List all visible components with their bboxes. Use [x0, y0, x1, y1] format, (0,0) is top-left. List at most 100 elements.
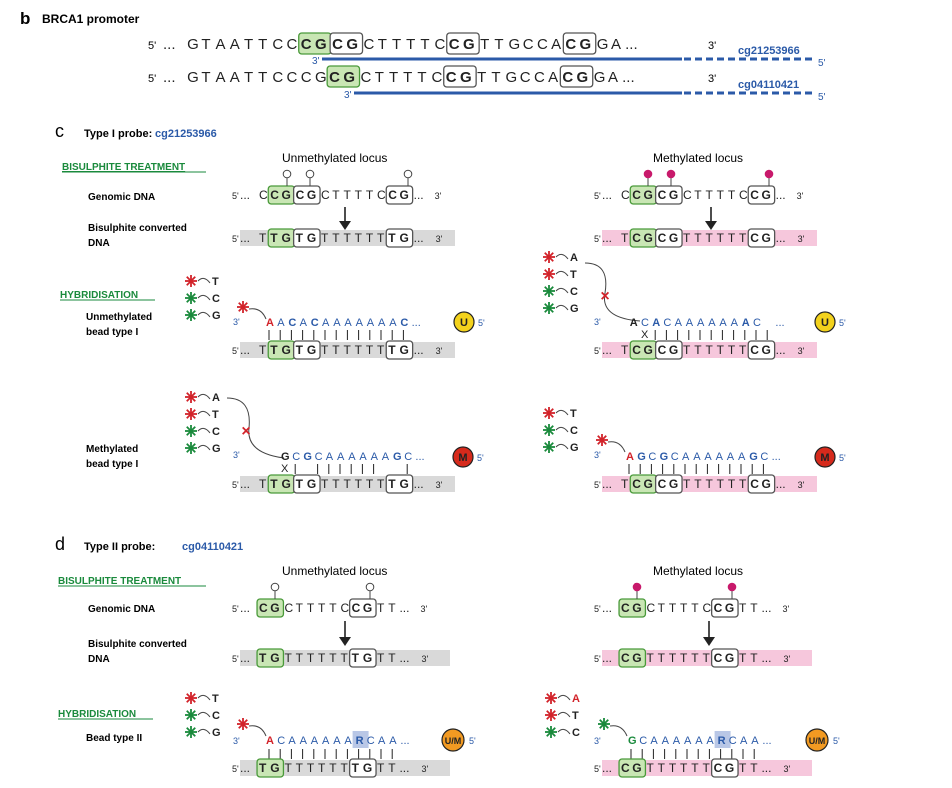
nucleotide: A	[551, 36, 561, 53]
asterisk-stroke	[544, 442, 554, 452]
probe-nucleotide: A	[300, 735, 308, 747]
cg-site-box	[562, 32, 597, 55]
nucleotide: T	[750, 651, 758, 665]
panel-c-diagram: 5'... C C G C G C T T T T C C G... 3' 5'... C C G C G C T T T T C C…	[185, 169, 846, 494]
dye-nucleotide: A	[572, 693, 580, 705]
nucleotide: T	[307, 651, 315, 665]
cg-nucleotide: C	[446, 69, 457, 86]
cg-site-box	[385, 340, 414, 360]
row1-5prime: 5'	[148, 40, 156, 52]
panel-d-probe-id: cg04110421	[182, 541, 243, 553]
cg-site-box-green	[256, 598, 285, 618]
probe-nucleotide: C	[292, 451, 300, 463]
probe-nucleotide: C	[404, 451, 412, 463]
nucleotide: G	[509, 36, 521, 53]
nucleotide: T	[321, 343, 329, 357]
prime-label: 5'	[594, 191, 601, 201]
nucleotide: T	[340, 761, 348, 775]
nucleotide: G	[597, 36, 609, 53]
asterisk-stroke	[544, 286, 554, 296]
nucleotide: G	[187, 69, 199, 86]
nucleotide: T	[343, 477, 351, 491]
asterisk-stroke	[186, 443, 196, 453]
row1-probe-3prime: 3'	[312, 56, 320, 67]
nucleotide: T	[307, 761, 315, 775]
nucleotide: T	[259, 477, 267, 491]
nucleotide: T	[244, 36, 253, 53]
nucleotide: T	[694, 188, 702, 202]
nucleotide: T	[355, 343, 363, 357]
prime-label: 5'	[594, 234, 601, 244]
dye-linker	[197, 427, 211, 434]
fluorescent-label-icon	[598, 718, 610, 730]
ellipsis: ...	[625, 36, 638, 53]
row1-probe-id: cg21253966	[738, 45, 800, 57]
nucleotide: T	[669, 601, 677, 615]
nucleotide: T	[366, 477, 374, 491]
bead-label: U/M	[445, 736, 462, 746]
ellipsis: ...	[602, 601, 612, 615]
dye-linker	[555, 426, 569, 433]
probe-nucleotide: A	[650, 735, 658, 747]
cg-nucleotide: T	[296, 231, 304, 245]
prime-label: 3'	[233, 317, 240, 327]
asterisk-stroke	[186, 710, 196, 720]
dye-nucleotide: A	[570, 252, 578, 264]
cg-nucleotide: G	[363, 601, 372, 615]
prime-label: 3'	[420, 604, 427, 614]
cg-nucleotide: C	[301, 36, 312, 53]
nucleotide: T	[691, 601, 699, 615]
nucleotide: T	[332, 188, 340, 202]
probe-nucleotide: C	[639, 735, 647, 747]
probe-nucleotide: C	[663, 317, 671, 329]
asterisk-stroke	[186, 693, 196, 703]
dye-linker	[555, 443, 569, 450]
probe-nucleotide: C	[400, 317, 408, 329]
prime-label: 3'	[798, 346, 805, 356]
cg-nucleotide: C	[562, 69, 573, 86]
nucleotide: T	[296, 651, 304, 665]
ellipsis: ...	[772, 451, 781, 463]
nucleotide: C	[361, 69, 372, 86]
probe-nucleotide: C	[288, 317, 296, 329]
bead-label: U	[460, 317, 468, 329]
cg-nucleotide: C	[632, 343, 641, 357]
probe-nucleotide: G	[281, 451, 290, 463]
cg-nucleotide: C	[658, 231, 667, 245]
cg-site-box	[654, 185, 683, 205]
prime-label: 5'	[232, 764, 239, 774]
nucleotide: T	[366, 343, 374, 357]
cg-nucleotide: G	[725, 761, 734, 775]
cg-site-box	[385, 474, 414, 494]
cg-site-box	[443, 65, 477, 88]
nucleotide: C	[621, 188, 630, 202]
nucleotide: T	[318, 601, 326, 615]
degenerate-base-box	[352, 731, 369, 748]
nucleotide: G	[315, 69, 327, 86]
nucleotide: T	[321, 477, 329, 491]
nucleotide: T	[658, 651, 666, 665]
probe-nucleotide: C	[648, 451, 656, 463]
probe-nucleotide: A	[389, 735, 397, 747]
asterisk-stroke	[544, 408, 554, 418]
ellipsis: ...	[415, 451, 424, 463]
cg-site-box	[292, 474, 321, 494]
fluorescent-label-icon	[543, 268, 555, 280]
prime-label: 3'	[783, 764, 790, 774]
nucleotide: C	[520, 69, 531, 86]
fluorescent-label-icon	[185, 726, 197, 738]
nucleotide: T	[244, 69, 253, 86]
d-bisulphite-converted-label-1: Bisulphite converted	[88, 639, 187, 650]
probe-nucleotide: A	[630, 317, 638, 329]
probe-nucleotide: A	[359, 451, 367, 463]
nucleotide: T	[355, 477, 363, 491]
dye-nucleotide: T	[212, 276, 219, 288]
ellipsis: ...	[761, 651, 771, 665]
methylated-band	[602, 650, 812, 666]
prime-label: 5'	[232, 480, 239, 490]
fluorescent-label-icon	[185, 292, 197, 304]
arrow-head	[339, 221, 351, 230]
bead	[453, 311, 475, 333]
nucleotide: C	[534, 69, 545, 86]
methylated-band	[602, 760, 812, 776]
